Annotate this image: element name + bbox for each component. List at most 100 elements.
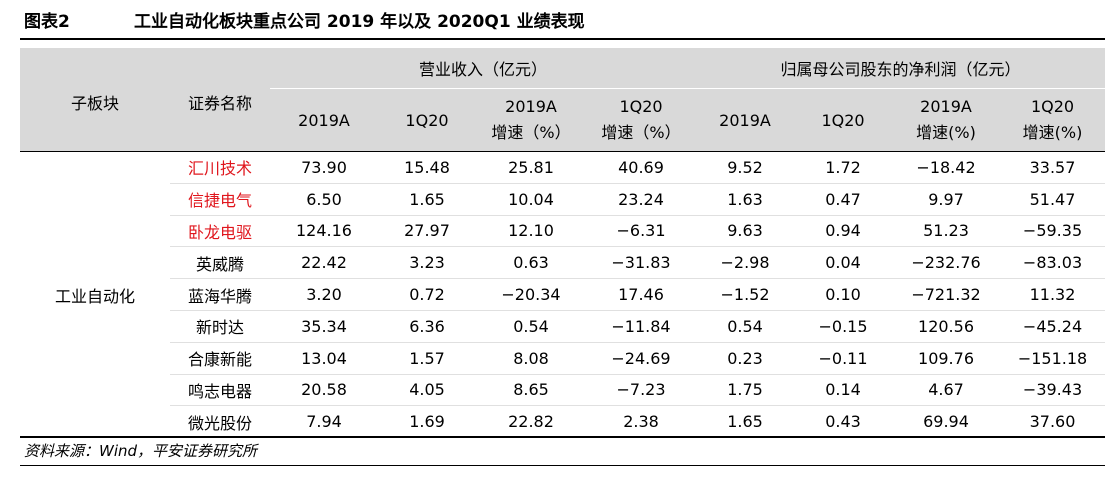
np-1q20-growth-cell: −45.24	[1000, 310, 1106, 343]
security-name-cell: 汇川技术	[170, 151, 270, 184]
rev-2019a-growth-cell: 0.63	[476, 246, 586, 280]
rev-1q20-growth-cell: −31.83	[586, 246, 697, 280]
np-2019a-growth-cell: −232.76	[892, 246, 1001, 280]
np-1q20-growth-cell: −83.03	[1000, 246, 1106, 280]
security-name-cell: 卧龙电驱	[170, 215, 270, 248]
header-segment: 子板块	[20, 48, 170, 152]
rev-1q20-cell: 1.69	[378, 405, 476, 439]
header-net-profit-group: 归属母公司股东的净利润（亿元）	[696, 48, 1106, 89]
rev-2019a-cell: 124.16	[270, 215, 378, 248]
np-1q20-growth-cell: 51.47	[1000, 183, 1106, 216]
rev-2019a-growth-cell: 25.81	[476, 151, 586, 184]
np-1q20-growth-cell: −39.43	[1000, 374, 1106, 407]
figure-title: 工业自动化板块重点公司 2019 年以及 2020Q1 业绩表现	[134, 11, 585, 32]
header-np-2019a: 2019A	[696, 88, 795, 152]
security-name-cell: 微光股份	[170, 405, 270, 439]
np-1q20-growth-cell: 37.60	[1000, 405, 1106, 439]
rev-2019a-growth-cell: 12.10	[476, 215, 586, 248]
header-np-1q20: 1Q20	[794, 88, 893, 152]
rev-1q20-cell: 1.57	[378, 342, 476, 375]
performance-table: 子板块 证券名称 营业收入（亿元） 归属母公司股东的净利润（亿元） 2019A …	[20, 48, 1106, 439]
figure-header: 图表2 工业自动化板块重点公司 2019 年以及 2020Q1 业绩表现	[20, 0, 1105, 40]
rev-1q20-cell: 1.65	[378, 183, 476, 216]
rev-1q20-cell: 6.36	[378, 310, 476, 343]
np-2019a-growth-cell: 109.76	[892, 342, 1001, 375]
np-1q20-growth-cell: 33.57	[1000, 151, 1106, 184]
rev-2019a-cell: 6.50	[270, 183, 378, 216]
table-row: 英威腾 22.42 3.23 0.63 −31.83 −2.98 0.04 −232.76 −8…	[20, 246, 1106, 280]
rev-2019a-growth-cell: 0.54	[476, 310, 586, 343]
np-1q20-cell: −0.11	[794, 342, 893, 375]
header-rev-1q20-growth: 1Q20 增速（%）	[586, 88, 697, 152]
np-2019a-cell: 0.23	[696, 342, 795, 375]
np-2019a-growth-cell: 9.97	[892, 183, 1001, 216]
rev-2019a-cell: 20.58	[270, 374, 378, 407]
np-1q20-cell: 0.43	[794, 405, 893, 439]
security-name-cell: 英威腾	[170, 246, 270, 280]
header-security-name: 证券名称	[170, 48, 270, 152]
rev-1q20-growth-cell: 2.38	[586, 405, 697, 439]
np-2019a-cell: 0.54	[696, 310, 795, 343]
rev-1q20-growth-cell: 23.24	[586, 183, 697, 216]
rev-1q20-growth-cell: −6.31	[586, 215, 697, 248]
table-row: 工业自动化 汇川技术 73.90 15.48 25.81 40.69 9.52 1.72 −18…	[20, 151, 1106, 439]
header-np-1q20-growth: 1Q20 增速(%)	[1000, 88, 1106, 152]
np-1q20-cell: 1.72	[794, 151, 893, 184]
np-1q20-cell: 0.47	[794, 183, 893, 216]
np-1q20-growth-cell: −151.18	[1000, 342, 1106, 375]
np-2019a-cell: 9.52	[696, 151, 795, 184]
rev-2019a-growth-cell: 10.04	[476, 183, 586, 216]
rev-1q20-cell: 27.97	[378, 215, 476, 248]
np-2019a-cell: 9.63	[696, 215, 795, 248]
rev-1q20-growth-cell: 17.46	[586, 278, 697, 311]
rev-2019a-growth-cell: 22.82	[476, 405, 586, 439]
rev-1q20-cell: 0.72	[378, 278, 476, 311]
security-name-cell: 鸣志电器	[170, 374, 270, 407]
rev-1q20-cell: 15.48	[378, 151, 476, 184]
np-1q20-cell: 0.14	[794, 374, 893, 407]
table-body: 工业自动化 汇川技术 73.90 15.48 25.81 40.69 9.52 1.72 −18…	[20, 151, 1106, 439]
rev-1q20-cell: 4.05	[378, 374, 476, 407]
rev-2019a-growth-cell: 8.08	[476, 342, 586, 375]
rev-2019a-cell: 73.90	[270, 151, 378, 184]
table-row: 新时达 35.34 6.36 0.54 −11.84 0.54 −0.15 120.56 −45…	[20, 310, 1106, 343]
rev-2019a-growth-cell: 8.65	[476, 374, 586, 407]
rev-1q20-growth-cell: −7.23	[586, 374, 697, 407]
rev-1q20-growth-cell: −24.69	[586, 342, 697, 375]
np-2019a-cell: −2.98	[696, 246, 795, 280]
np-1q20-cell: 0.10	[794, 278, 893, 311]
source-note: 资料来源：Wind，平安证券研究所	[20, 436, 1105, 466]
np-2019a-growth-cell: 4.67	[892, 374, 1001, 407]
np-1q20-cell: −0.15	[794, 310, 893, 343]
header-revenue-group: 营业收入（亿元）	[270, 48, 697, 89]
rev-2019a-cell: 13.04	[270, 342, 378, 375]
np-2019a-cell: 1.63	[696, 183, 795, 216]
security-name-cell: 信捷电气	[170, 183, 270, 216]
segment-cell: 工业自动化	[20, 151, 170, 439]
np-2019a-growth-cell: −721.32	[892, 278, 1001, 311]
np-1q20-cell: 0.04	[794, 246, 893, 280]
rev-2019a-cell: 22.42	[270, 246, 378, 280]
figure-label: 图表2	[24, 11, 70, 32]
security-name-cell: 合康新能	[170, 342, 270, 375]
header-rev-1q20: 1Q20	[378, 88, 476, 152]
rev-2019a-cell: 35.34	[270, 310, 378, 343]
rev-2019a-cell: 7.94	[270, 405, 378, 439]
table-row: 信捷电气 6.50 1.65 10.04 23.24 1.63 0.47 9.97 51.47	[20, 183, 1106, 216]
security-name-cell: 蓝海华腾	[170, 278, 270, 311]
np-2019a-growth-cell: −18.42	[892, 151, 1001, 184]
np-2019a-growth-cell: 69.94	[892, 405, 1001, 439]
np-1q20-growth-cell: −59.35	[1000, 215, 1106, 248]
rev-1q20-growth-cell: 40.69	[586, 151, 697, 184]
table-row: 合康新能 13.04 1.57 8.08 −24.69 0.23 −0.11 109.76 −1…	[20, 342, 1106, 375]
np-2019a-cell: −1.52	[696, 278, 795, 311]
table-row: 蓝海华腾 3.20 0.72 −20.34 17.46 −1.52 0.10 −721.32 1…	[20, 278, 1106, 311]
table-row: 卧龙电驱 124.16 27.97 12.10 −6.31 9.63 0.94 51.23 −5…	[20, 215, 1106, 248]
np-2019a-cell: 1.75	[696, 374, 795, 407]
np-1q20-growth-cell: 11.32	[1000, 278, 1106, 311]
np-2019a-growth-cell: 120.56	[892, 310, 1001, 343]
table-row: 鸣志电器 20.58 4.05 8.65 −7.23 1.75 0.14 4.67 −39.43	[20, 374, 1106, 407]
header-rev-2019a-growth: 2019A 增速（%）	[476, 88, 586, 152]
rev-2019a-growth-cell: −20.34	[476, 278, 586, 311]
np-1q20-cell: 0.94	[794, 215, 893, 248]
